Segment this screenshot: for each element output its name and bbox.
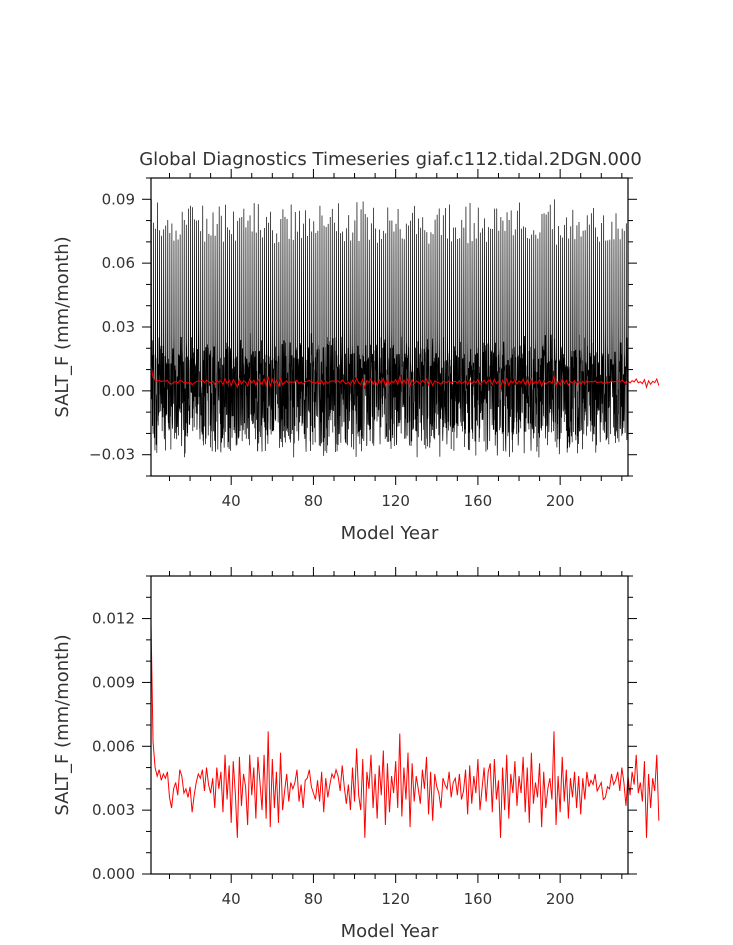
top-chart-y-tick-label: 0.03 (102, 318, 135, 336)
top-chart-y-tick-label: −0.03 (89, 446, 135, 464)
bottom-chart-y-tick-label: 0.009 (92, 673, 135, 691)
top-chart-x-tick-label: 40 (222, 492, 241, 510)
bottom-chart-x-tick-label: 80 (304, 890, 323, 908)
bottom-chart-x-tick-label: 160 (464, 890, 493, 908)
bottom-chart-x-axis-title: Model Year (341, 921, 439, 942)
bottom-chart-ticks: 40 80 120 160 200 0.000 0.003 0.006 0.009 0.012 (92, 567, 637, 908)
top-chart-annual-mean-line (150, 365, 660, 390)
top-chart-y-tick-label: 0.06 (102, 254, 135, 272)
bottom-chart: 40 80 120 160 200 0.000 0.003 0.006 0.009 0.012 M… (52, 567, 660, 942)
bottom-chart-y-tick-label: 0.012 (92, 610, 135, 628)
top-chart-x-axis-title: Model Year (341, 523, 439, 544)
bottom-chart-y-axis-title: SALT_F (mm/month) (52, 634, 73, 815)
bottom-chart-data (150, 622, 660, 838)
top-chart-ticks: 40 80 120 160 200 −0.03 0.00 0.03 0.06 0.09 (89, 169, 637, 510)
top-chart-x-tick-label: 120 (381, 492, 410, 510)
top-chart-x-tick-label: 80 (304, 492, 323, 510)
top-chart: 40 80 120 160 200 −0.03 0.00 0.03 0.06 0.09 Model… (52, 169, 660, 544)
bottom-chart-y-tick-label: 0.000 (92, 865, 135, 883)
top-chart-data (150, 199, 660, 458)
bottom-chart-y-tick-label: 0.006 (92, 737, 135, 755)
top-chart-monthly-series-line (150, 199, 629, 458)
bottom-chart-x-tick-label: 120 (381, 890, 410, 908)
top-chart-y-axis-title: SALT_F (mm/month) (52, 236, 73, 417)
bottom-chart-x-tick-label: 40 (222, 890, 241, 908)
top-chart-y-tick-label: 0.09 (102, 190, 135, 208)
bottom-chart-frame (150, 575, 629, 875)
bottom-chart-annual-mean-line (150, 622, 660, 838)
top-chart-x-tick-label: 160 (464, 492, 493, 510)
chart-title: Global Diagnostics Timeseries giaf.c112.… (139, 149, 642, 170)
top-chart-y-tick-label: 0.00 (102, 382, 135, 400)
top-chart-x-tick-label: 200 (546, 492, 575, 510)
bottom-chart-x-tick-label: 200 (546, 890, 575, 908)
bottom-chart-y-tick-label: 0.003 (92, 801, 135, 819)
